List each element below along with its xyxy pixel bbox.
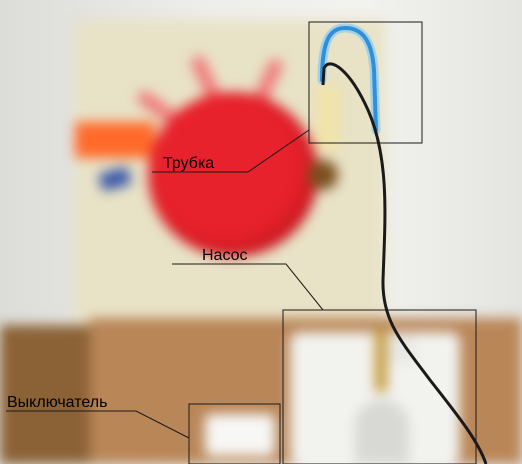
pump-label: Насос <box>202 247 248 264</box>
switch-leader-line <box>6 410 190 439</box>
pump-leader-line <box>172 263 324 311</box>
pump-highlight-box <box>282 309 477 464</box>
tube-label: Трубка <box>163 155 215 172</box>
blue-tube <box>320 25 378 132</box>
pump-hub <box>308 160 338 190</box>
tube-highlight-box <box>308 21 423 144</box>
black-cable <box>321 62 488 464</box>
tube-holder <box>316 85 340 150</box>
power-switch <box>205 414 275 456</box>
pump-disc <box>148 92 318 257</box>
brass-fitting <box>375 330 387 392</box>
switch-highlight-box <box>188 403 281 464</box>
tube-leader-line <box>152 129 310 173</box>
canister-handle-slot <box>355 400 409 464</box>
orange-stripe <box>75 122 155 158</box>
switch-label: Выключатель <box>7 394 108 411</box>
